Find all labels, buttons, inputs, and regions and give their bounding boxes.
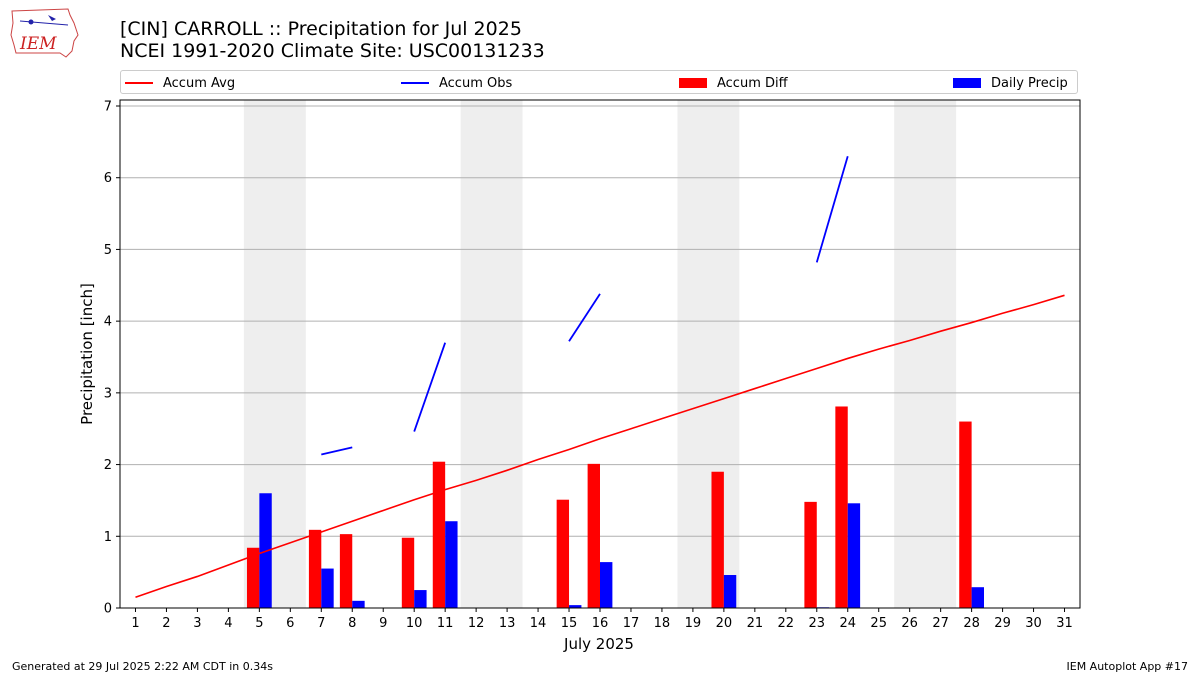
legend-item-accum-diff: Accum Diff [679,74,788,92]
daily-precip-bar-day-28 [971,587,984,608]
y-tick-label-1: 1 [104,530,112,545]
x-tick-label-3: 3 [193,616,201,631]
x-tick-label-14: 14 [530,616,547,631]
legend-label-accum-obs: Accum Obs [439,75,513,91]
iem-iowa-logo-icon: IEM [10,8,79,58]
accum-obs-segment-2 [568,293,601,342]
x-tick-label-2: 2 [162,616,170,631]
accum-obs-segment-3 [815,155,849,263]
daily-precip-bar-day-8 [352,600,365,608]
chart-title: [CIN] CARROLL :: Precipitation for Jul 2… [120,18,522,40]
accum-diff-bar-day-16 [587,463,600,608]
x-tick-label-25: 25 [870,616,887,631]
legend-item-accum-obs: Accum Obs [401,74,512,92]
x-tick-label-10: 10 [406,616,423,631]
legend-item-accum-avg: Accum Avg [125,74,235,92]
legend-label-accum-avg: Accum Avg [163,75,236,91]
chart-subtitle: NCEI 1991-2020 Climate Site: USC00131233 [120,40,545,62]
daily-precip-bar-day-11 [445,521,458,608]
x-tick-label-18: 18 [654,616,671,631]
x-tick-label-30: 30 [1025,616,1042,631]
x-tick-label-15: 15 [561,616,578,631]
weekend-shade-3 [894,100,957,608]
x-tick-label-12: 12 [468,616,485,631]
y-axis-label: Precipitation [inch] [78,283,96,425]
y-tick-label-2: 2 [104,458,112,473]
legend-swatch-accum-diff [679,78,707,88]
accum-obs-segment-1 [413,342,447,432]
legend-item-daily-precip: Daily Precip [953,74,1068,92]
accum-diff-bar-day-8 [339,534,353,608]
x-tick-label-17: 17 [623,616,640,631]
x-tick-label-16: 16 [592,616,609,631]
x-tick-label-20: 20 [716,616,733,631]
accum-avg-line [135,294,1065,598]
x-tick-label-13: 13 [499,616,516,631]
legend-swatch-daily-precip [953,78,981,88]
accum-diff-bar-day-24 [835,406,848,608]
y-tick-label-3: 3 [104,386,112,401]
accum-diff-bar-day-28 [959,421,972,608]
x-axis-label: July 2025 [563,635,634,653]
accum-diff-bar-day-20 [711,471,724,608]
legend-label-daily-precip: Daily Precip [991,75,1068,91]
daily-precip-bar-day-16 [600,562,613,608]
weekend-shade-0 [243,100,306,608]
legend-swatch-accum-obs [401,82,429,84]
daily-precip-bar-day-15 [569,605,582,608]
y-tick-label-0: 0 [104,602,112,617]
y-tick-label-4: 4 [104,315,112,330]
x-tick-label-27: 27 [932,616,949,631]
x-tick-label-21: 21 [747,616,764,631]
legend: Accum Avg Accum Obs Accum Diff Daily Pre… [120,70,1078,94]
daily-precip-bar-day-10 [414,590,427,608]
x-tick-label-28: 28 [963,616,980,631]
daily-precip-bar-day-20 [723,575,737,608]
accum-diff-bar-day-10 [401,537,415,608]
daily-precip-bar-day-24 [847,503,861,608]
footer-app: IEM Autoplot App #17 [1066,660,1189,673]
weekend-shade-1 [460,100,523,608]
weekend-shade-2 [677,100,740,608]
logo-text: IEM [19,34,57,54]
x-tick-label-7: 7 [317,616,325,631]
y-tick-label-5: 5 [104,243,112,258]
accum-diff-bar-day-5 [246,547,260,608]
x-tick-label-6: 6 [286,616,294,631]
x-tick-label-24: 24 [839,616,856,631]
accum-diff-bar-day-11 [432,461,446,608]
x-tick-label-5: 5 [255,616,263,631]
accum-diff-bar-day-23 [804,501,817,608]
accum-diff-bar-day-7 [308,529,322,608]
x-tick-label-23: 23 [809,616,826,631]
daily-precip-bar-day-7 [321,568,334,608]
legend-label-accum-diff: Accum Diff [717,75,788,91]
x-tick-label-8: 8 [348,616,356,631]
x-tick-label-19: 19 [685,616,702,631]
legend-swatch-accum-avg [125,82,153,84]
x-tick-label-22: 22 [778,616,795,631]
y-tick-label-6: 6 [104,171,112,186]
accum-diff-bar-day-15 [556,499,570,608]
x-tick-label-1: 1 [131,616,139,631]
x-tick-label-31: 31 [1056,616,1073,631]
accum-obs-segment-0 [321,446,353,456]
y-tick-label-7: 7 [104,100,112,115]
x-tick-label-9: 9 [379,616,387,631]
footer-generated: Generated at 29 Jul 2025 2:22 AM CDT in … [12,660,273,673]
x-tick-label-26: 26 [901,616,918,631]
x-tick-label-4: 4 [224,616,232,631]
x-tick-label-29: 29 [994,616,1011,631]
x-tick-label-11: 11 [437,616,454,631]
